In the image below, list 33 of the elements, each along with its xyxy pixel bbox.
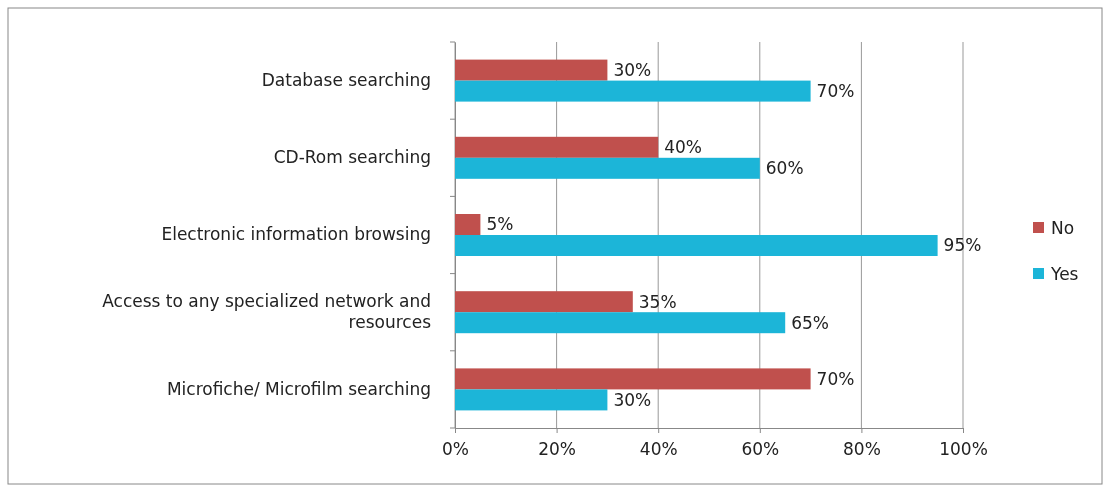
bar	[455, 291, 633, 313]
data-label: 95%	[943, 235, 982, 256]
y-tick-label: Access to any specialized network and resources	[102, 291, 432, 332]
y-tick-label: Microfiche/ Microfilm searching	[166, 378, 431, 399]
bar	[455, 157, 760, 179]
bar	[455, 214, 481, 235]
bar	[455, 59, 608, 81]
y-tick-label: CD-Rom searching	[273, 147, 431, 168]
y-tick-label: Electronic information browsing	[161, 224, 431, 245]
x-tick-label: 100%	[939, 438, 988, 459]
bar	[455, 312, 786, 334]
bar	[455, 389, 608, 411]
data-label: 40%	[664, 137, 702, 158]
x-tick-label: 0%	[442, 438, 469, 459]
x-tick-label: 60%	[741, 438, 780, 459]
x-tick-label: 80%	[843, 438, 881, 459]
bar	[455, 235, 938, 256]
data-label: 60%	[765, 158, 804, 179]
data-label: 30%	[613, 389, 652, 410]
bar	[455, 80, 811, 102]
data-label: 70%	[816, 368, 855, 389]
data-label: 35%	[638, 291, 677, 312]
bar	[455, 136, 659, 158]
data-label: 65%	[791, 312, 829, 333]
data-label: 30%	[613, 60, 652, 81]
x-tick-label: 40%	[639, 438, 678, 459]
x-tick-label: 20%	[538, 438, 576, 459]
data-label: 5%	[486, 214, 514, 235]
data-label: 70%	[816, 81, 855, 102]
y-tick-label: Database searching	[261, 70, 431, 91]
legend-label: Yes	[1050, 263, 1079, 284]
bar	[455, 368, 811, 390]
legend-label: No	[1051, 217, 1075, 238]
